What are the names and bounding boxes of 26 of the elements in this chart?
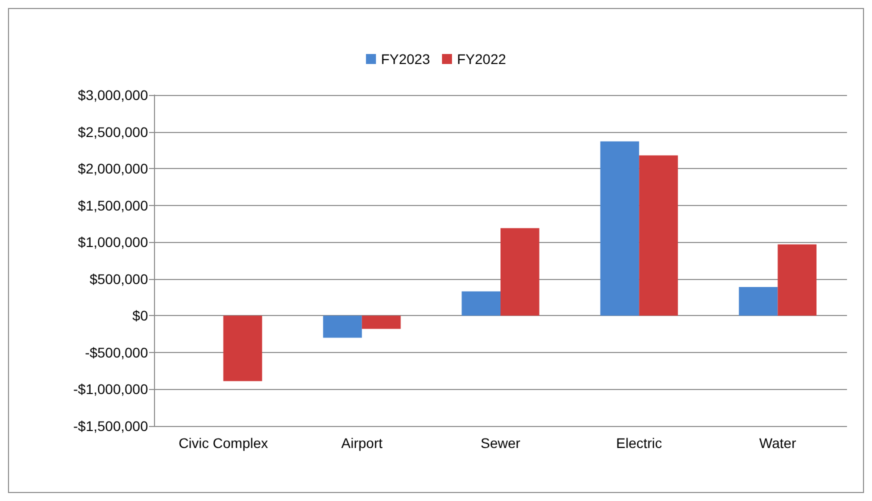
y-tick-label: $3,000,000 xyxy=(78,87,148,103)
y-tick-label: $1,000,000 xyxy=(78,234,148,250)
x-tick-label: Sewer xyxy=(480,435,521,451)
bar xyxy=(323,316,362,338)
x-tick-label: Civic Complex xyxy=(178,435,268,451)
bar xyxy=(362,316,401,329)
x-tick-label: Airport xyxy=(341,435,383,451)
legend-label: FY2023 xyxy=(380,51,430,67)
legend-label: FY2022 xyxy=(457,51,506,67)
bar xyxy=(738,286,778,316)
y-tick-label: $2,000,000 xyxy=(78,160,148,177)
y-tick-label: -$1,000,000 xyxy=(73,381,148,398)
bar xyxy=(639,155,678,316)
bar xyxy=(500,228,540,316)
y-tick-label: -$1,500,000 xyxy=(73,418,148,434)
y-tick-label: $1,500,000 xyxy=(78,197,148,214)
bar xyxy=(778,244,817,316)
bar xyxy=(223,316,262,382)
x-tick-label: Electric xyxy=(616,435,662,451)
y-tick-label: $0 xyxy=(132,308,148,324)
y-tick-label: $2,500,000 xyxy=(78,124,148,140)
bar xyxy=(600,141,640,316)
x-tick-label: Water xyxy=(759,435,796,451)
y-tick-label: $500,000 xyxy=(90,270,148,287)
y-tick-label: -$500,000 xyxy=(84,344,148,360)
bar xyxy=(462,291,500,316)
